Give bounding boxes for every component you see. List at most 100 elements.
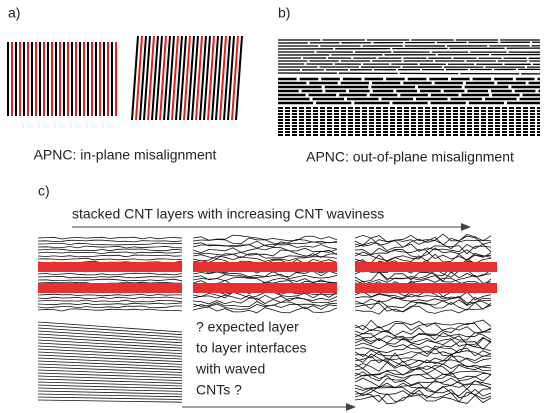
cnt-line [37, 393, 183, 398]
section-title: stacked CNT layers with increasing CNT w… [72, 206, 384, 222]
fiber [277, 68, 541, 71]
stripe [155, 35, 163, 121]
cnt-line [37, 351, 183, 360]
stripe [191, 35, 199, 121]
cnt-line [37, 324, 183, 336]
cnt-line [37, 272, 183, 276]
cnt-line [37, 302, 183, 306]
fiber [277, 41, 541, 44]
red-layer [193, 262, 337, 272]
cnt-line [37, 321, 183, 333]
cnt-line [192, 243, 338, 250]
cnt-line [37, 360, 183, 368]
cnt-line [37, 257, 183, 261]
cnt-line [192, 297, 338, 305]
cnt-line [192, 249, 338, 257]
cnt-line [37, 308, 183, 312]
panel-label: b) [278, 5, 290, 21]
stripe [215, 35, 223, 121]
cnt-line [192, 237, 338, 245]
stripe [211, 35, 219, 121]
cnt-line [37, 333, 183, 344]
cnt-line [37, 387, 183, 392]
cnt-line [37, 381, 183, 387]
cnt-line [37, 251, 183, 255]
cnt-line [37, 384, 183, 390]
red-layer [193, 283, 337, 293]
cnt-line [354, 271, 492, 283]
cnt-line [354, 304, 492, 315]
cnt-line [37, 330, 183, 341]
cnt-line [354, 322, 492, 334]
stripe [195, 35, 203, 121]
cnt-line [354, 343, 492, 355]
note-line: with waved [195, 361, 265, 377]
red-layer [355, 283, 497, 293]
cnt-line [37, 375, 183, 381]
cnt-line [354, 373, 492, 383]
note-line: to layer interfaces [196, 340, 307, 356]
red-layer [355, 262, 497, 272]
stripe [219, 35, 227, 121]
cnt-line [192, 303, 338, 311]
cnt-line [354, 377, 492, 388]
cnt-line [37, 345, 183, 354]
cnt-line [192, 301, 338, 308]
note-line: CNTs ? [196, 382, 242, 398]
cnt-line [354, 350, 492, 360]
stripe [163, 35, 171, 121]
cnt-line [37, 293, 182, 297]
stripe [207, 35, 215, 121]
stripe [199, 35, 207, 121]
cnt-line [354, 328, 492, 339]
panel-label: a) [8, 5, 20, 21]
cnt-line [354, 394, 492, 405]
cnt-line [354, 367, 492, 377]
fiber [277, 47, 541, 50]
cnt-line [37, 372, 183, 379]
cnt-line [37, 342, 183, 352]
cnt-line [354, 299, 492, 310]
cnt-line [354, 361, 491, 372]
stripe [135, 35, 143, 121]
stripe [167, 35, 175, 121]
cnt-line [354, 388, 492, 399]
cnt-line [354, 245, 492, 255]
cnt-line [37, 248, 183, 252]
stripe [227, 35, 235, 121]
stripe [203, 35, 211, 121]
cnt-line [192, 255, 338, 262]
cnt-line [192, 240, 337, 248]
cnt-line [37, 378, 183, 384]
cnt-line [354, 274, 492, 285]
stripe [159, 35, 167, 121]
cnt-line [37, 354, 183, 363]
fiber [277, 72, 541, 75]
cnt-line [37, 390, 183, 395]
cnt-line [37, 348, 183, 357]
stripe [235, 35, 243, 121]
cnt-line [192, 294, 338, 302]
caption: APNC: out-of-plane misalignment [306, 149, 514, 165]
cnt-line [37, 254, 183, 258]
cnt-line [354, 385, 492, 397]
caption: APNC: in-plane misalignment [34, 147, 217, 163]
cnt-line [37, 296, 183, 300]
cnt-line [37, 366, 183, 373]
cnt-line [37, 236, 183, 240]
red-layer [38, 283, 182, 293]
cnt-line [354, 233, 492, 243]
note-line: ? expected layer [196, 319, 299, 335]
cnt-line [37, 327, 183, 338]
cnt-line [354, 364, 492, 376]
cnt-line [354, 326, 492, 337]
cnt-line [37, 396, 183, 400]
red-layer [38, 262, 182, 272]
artwork [7, 35, 541, 405]
stripe [175, 35, 183, 121]
cnt-line [37, 369, 183, 376]
stripe [139, 35, 147, 121]
cnt-line [37, 245, 183, 249]
cnt-line [37, 305, 182, 309]
stripe [171, 35, 179, 121]
